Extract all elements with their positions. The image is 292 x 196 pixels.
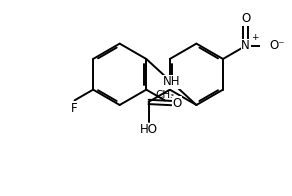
Text: HO: HO (140, 123, 158, 136)
Text: O⁻: O⁻ (270, 39, 285, 52)
Text: +: + (251, 33, 259, 42)
Text: F: F (71, 102, 78, 114)
Text: O: O (241, 12, 250, 25)
Text: N: N (241, 39, 250, 52)
Text: CH₃: CH₃ (155, 90, 175, 100)
Text: O: O (173, 97, 182, 110)
Text: NH: NH (163, 75, 180, 88)
